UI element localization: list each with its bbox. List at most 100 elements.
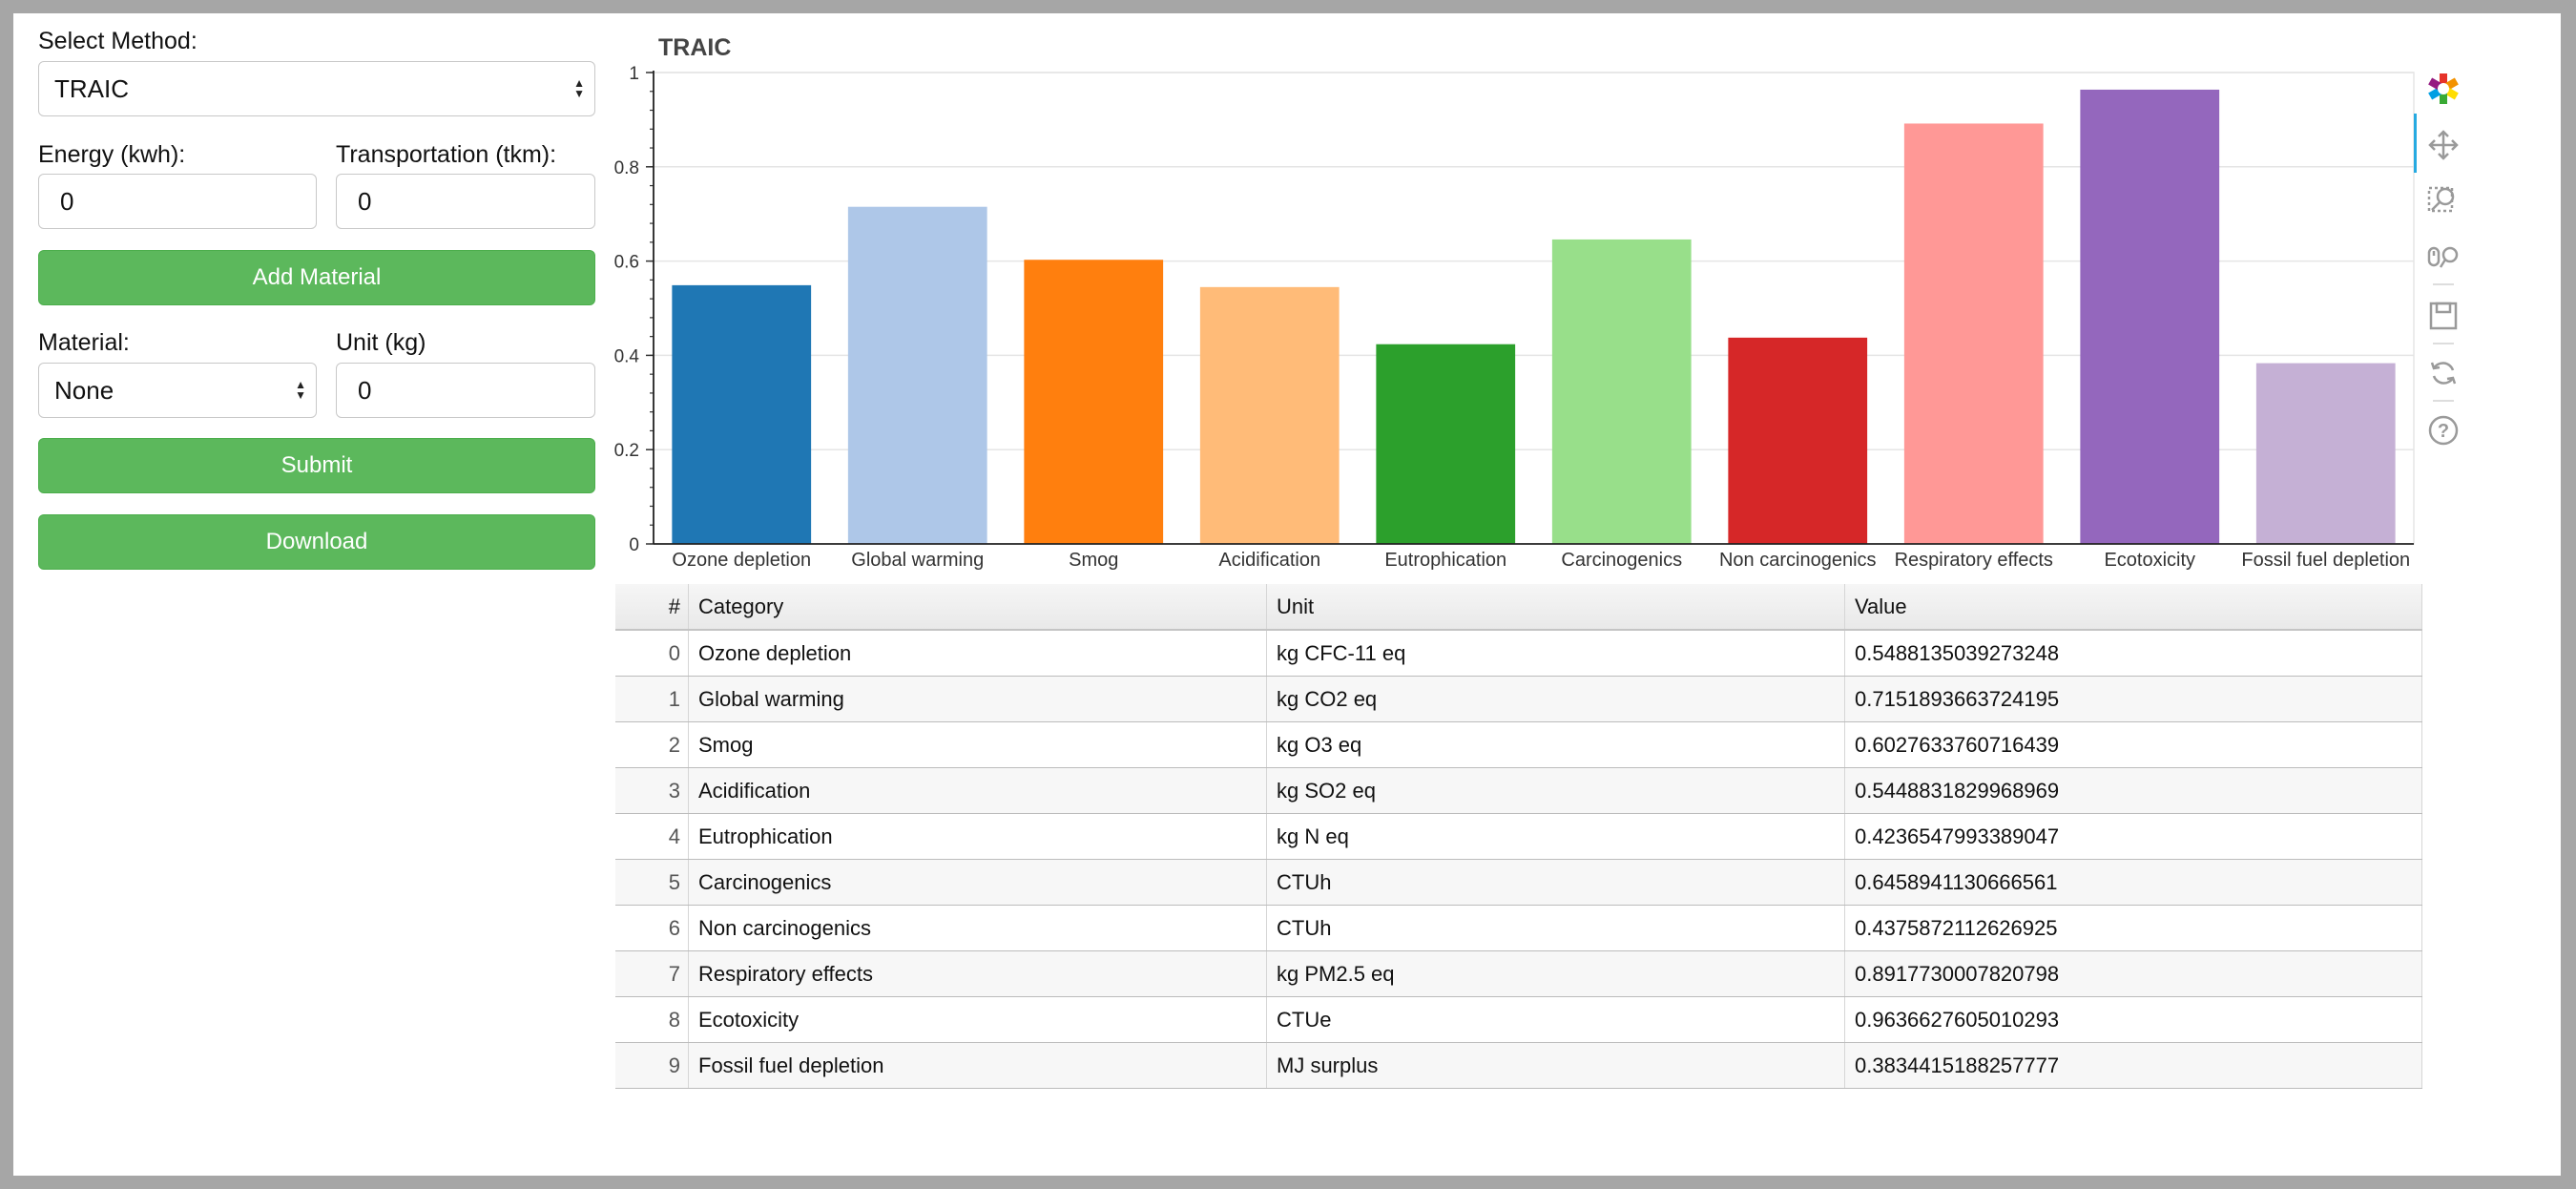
pan-icon[interactable]: [2426, 128, 2461, 162]
row-index: 6: [615, 906, 689, 950]
x-tick-label: Carcinogenics: [1561, 550, 1682, 571]
chart-title: TRAIC: [658, 34, 731, 61]
row-value[interactable]: 0.7151893663724195: [1845, 677, 2422, 721]
row-category[interactable]: Acidification: [689, 768, 1267, 813]
row-unit[interactable]: kg SO2 eq: [1267, 768, 1845, 813]
x-tick-label: Non carcinogenics: [1719, 550, 1877, 571]
row-unit[interactable]: CTUh: [1267, 906, 1845, 950]
material-label: Material:: [38, 329, 130, 356]
row-unit[interactable]: kg PM2.5 eq: [1267, 951, 1845, 996]
help-icon[interactable]: ?: [2426, 413, 2461, 448]
row-value[interactable]: 0.5488135039273248: [1845, 631, 2422, 676]
bar[interactable]: [1903, 123, 2044, 544]
row-category[interactable]: Global warming: [689, 677, 1267, 721]
row-category[interactable]: Fossil fuel depletion: [689, 1043, 1267, 1088]
bar-chart[interactable]: TRAIC 0 0.2 0.4 0.6 0.8 1 Ozone depletion Globa…: [611, 27, 2423, 580]
header-index[interactable]: #: [615, 584, 689, 629]
table-row[interactable]: 5 Carcinogenics CTUh 0.6458941130666561: [615, 860, 2422, 906]
row-value[interactable]: 0.3834415188257777: [1845, 1043, 2422, 1088]
box-zoom-icon[interactable]: [2426, 183, 2461, 218]
bar[interactable]: [672, 284, 812, 544]
material-select[interactable]: None ▲ ▼: [38, 363, 317, 418]
x-tick-label: Ecotoxicity: [2104, 550, 2195, 571]
material-select-value: None: [54, 375, 114, 405]
table-header: # Category Unit Value: [615, 584, 2422, 631]
bar[interactable]: [1551, 239, 1692, 544]
energy-input-value: 0: [60, 186, 74, 216]
table-row[interactable]: 8 Ecotoxicity CTUe 0.9636627605010293: [615, 997, 2422, 1043]
row-category[interactable]: Smog: [689, 722, 1267, 767]
row-value[interactable]: 0.5448831829968969: [1845, 768, 2422, 813]
x-tick-label: Global warming: [851, 550, 984, 571]
table-row[interactable]: 7 Respiratory effects kg PM2.5 eq 0.8917…: [615, 951, 2422, 997]
energy-label: Energy (kwh):: [38, 141, 186, 168]
table-row[interactable]: 3 Acidification kg SO2 eq 0.544883182996…: [615, 768, 2422, 814]
row-category[interactable]: Ecotoxicity: [689, 997, 1267, 1042]
header-value[interactable]: Value: [1845, 584, 2422, 629]
row-value[interactable]: 0.8917730007820798: [1845, 951, 2422, 996]
row-value[interactable]: 0.6027633760716439: [1845, 722, 2422, 767]
bokeh-logo-icon[interactable]: [2426, 72, 2461, 106]
row-category[interactable]: Non carcinogenics: [689, 906, 1267, 950]
row-unit[interactable]: kg N eq: [1267, 814, 1845, 859]
row-index: 9: [615, 1043, 689, 1088]
bar[interactable]: [2080, 89, 2220, 545]
add-material-button[interactable]: Add Material: [38, 250, 595, 305]
transport-input[interactable]: 0: [336, 174, 595, 229]
bar[interactable]: [2255, 363, 2396, 544]
row-value[interactable]: 0.4236547993389047: [1845, 814, 2422, 859]
method-label: Select Method:: [38, 28, 197, 54]
row-unit[interactable]: CTUe: [1267, 997, 1845, 1042]
row-category[interactable]: Ozone depletion: [689, 631, 1267, 676]
x-tick-label: Acidification: [1218, 550, 1320, 571]
row-unit[interactable]: kg CFC-11 eq: [1267, 631, 1845, 676]
bar[interactable]: [1199, 286, 1340, 544]
results-table[interactable]: # Category Unit Value 0 Ozone depletion …: [615, 584, 2422, 1089]
table-row[interactable]: 9 Fossil fuel depletion MJ surplus 0.383…: [615, 1043, 2422, 1089]
row-category[interactable]: Carcinogenics: [689, 860, 1267, 905]
row-index: 7: [615, 951, 689, 996]
energy-input[interactable]: 0: [38, 174, 317, 229]
row-unit[interactable]: kg O3 eq: [1267, 722, 1845, 767]
y-tick-label: 1: [629, 64, 639, 84]
row-unit[interactable]: MJ surplus: [1267, 1043, 1845, 1088]
wheel-zoom-icon[interactable]: [2426, 240, 2461, 275]
row-category[interactable]: Respiratory effects: [689, 951, 1267, 996]
method-select[interactable]: TRAIC ▲ ▼: [38, 61, 595, 116]
table-row[interactable]: 1 Global warming kg CO2 eq 0.71518936637…: [615, 677, 2422, 722]
header-category[interactable]: Category: [689, 584, 1267, 629]
table-row[interactable]: 4 Eutrophication kg N eq 0.4236547993389…: [615, 814, 2422, 860]
select-arrows-icon: ▲ ▼: [573, 76, 585, 100]
row-index: 1: [615, 677, 689, 721]
row-value[interactable]: 0.4375872112626925: [1845, 906, 2422, 950]
row-index: 3: [615, 768, 689, 813]
row-value[interactable]: 0.9636627605010293: [1845, 997, 2422, 1042]
bar[interactable]: [1376, 344, 1516, 544]
reset-icon[interactable]: [2426, 356, 2461, 390]
y-tick-label: 0.2: [614, 441, 639, 461]
row-unit[interactable]: kg CO2 eq: [1267, 677, 1845, 721]
x-tick-label: Respiratory effects: [1895, 550, 2053, 571]
unit-input[interactable]: 0: [336, 363, 595, 418]
unit-input-value: 0: [358, 375, 372, 405]
row-value[interactable]: 0.6458941130666561: [1845, 860, 2422, 905]
bar[interactable]: [847, 206, 987, 544]
header-unit[interactable]: Unit: [1267, 584, 1845, 629]
row-category[interactable]: Eutrophication: [689, 814, 1267, 859]
bar[interactable]: [1024, 260, 1164, 544]
toolbar-divider: [2433, 400, 2454, 402]
submit-button[interactable]: Submit: [38, 438, 595, 493]
active-tool-indicator: [2414, 114, 2417, 173]
save-icon[interactable]: [2426, 299, 2461, 333]
y-tick-label: 0.4: [614, 346, 640, 366]
table-row[interactable]: 6 Non carcinogenics CTUh 0.4375872112626…: [615, 906, 2422, 951]
transport-input-value: 0: [358, 186, 372, 216]
row-index: 4: [615, 814, 689, 859]
select-arrows-icon: ▲ ▼: [295, 378, 306, 402]
y-tick-label: 0.6: [614, 253, 639, 273]
table-row[interactable]: 0 Ozone depletion kg CFC-11 eq 0.5488135…: [615, 631, 2422, 677]
bar[interactable]: [1728, 337, 1868, 544]
table-row[interactable]: 2 Smog kg O3 eq 0.6027633760716439: [615, 722, 2422, 768]
row-unit[interactable]: CTUh: [1267, 860, 1845, 905]
download-button[interactable]: Download: [38, 514, 595, 570]
